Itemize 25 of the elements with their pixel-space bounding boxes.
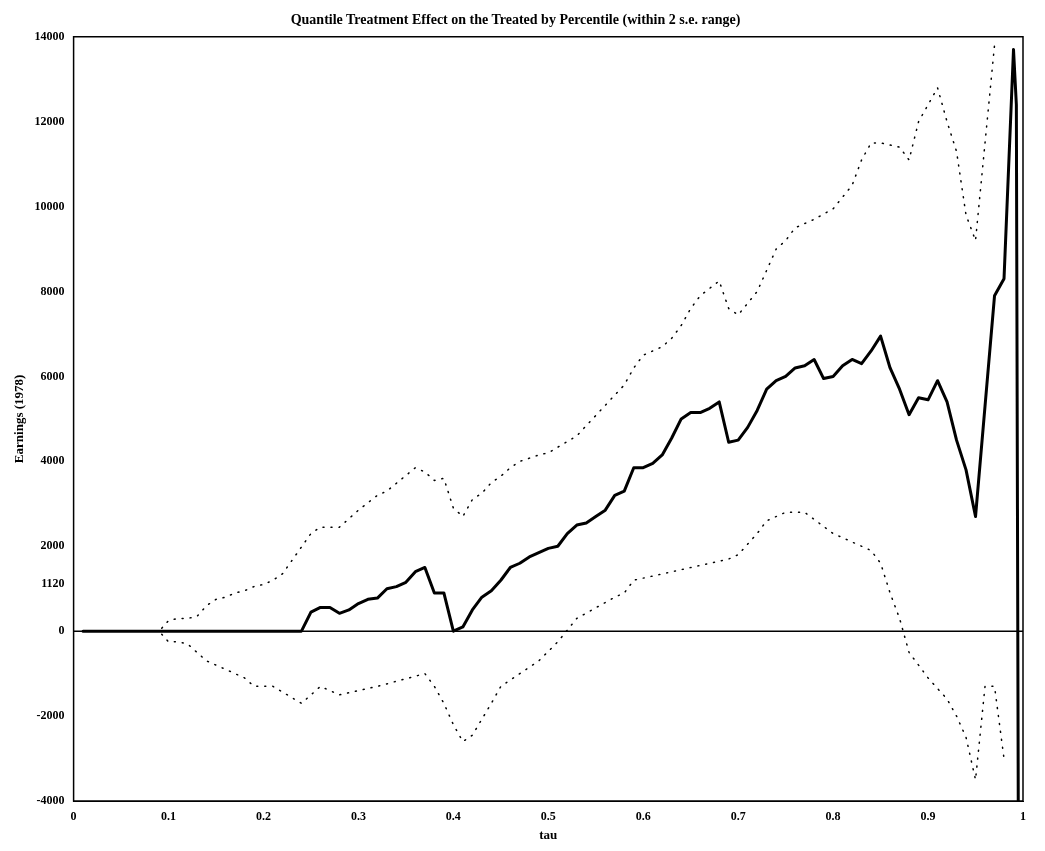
y-tick-label: 4000 [40,453,65,468]
chart-title: Quantile Treatment Effect on the Treated by Percentile (within 2 s.e. range) [290,12,741,29]
y-tick-label: 6000 [40,368,65,383]
y-tick-label: 2000 [40,538,65,553]
y-tick-label: 10000 [34,198,65,213]
x-tick-label: 0.7 [730,809,746,824]
x-tick-label: 0.6 [635,809,651,824]
x-tick-label: 0.9 [920,809,936,824]
x-tick-label: 0.3 [350,809,366,824]
x-tick-label: 0.5 [540,809,556,824]
x-tick-label: 0.2 [255,809,271,824]
y-tick-label: 1120 [41,575,65,590]
y-tick-label: -4000 [36,793,65,808]
x-axis-title: tau [539,826,558,842]
y-tick-label: 12000 [34,113,65,128]
y-tick-label: 0 [58,623,65,638]
y-tick-label: 14000 [34,28,65,43]
y-tick-label: -2000 [36,708,65,723]
x-tick-label: 0 [70,809,77,824]
x-tick-label: 0.8 [825,809,841,824]
x-tick-label: 0.4 [445,809,461,824]
x-tick-label: 1 [1020,809,1026,824]
y-axis-title: Earnings (1978) [11,374,27,464]
x-tick-label: 0.1 [161,809,177,824]
y-tick-label: 8000 [40,283,65,298]
